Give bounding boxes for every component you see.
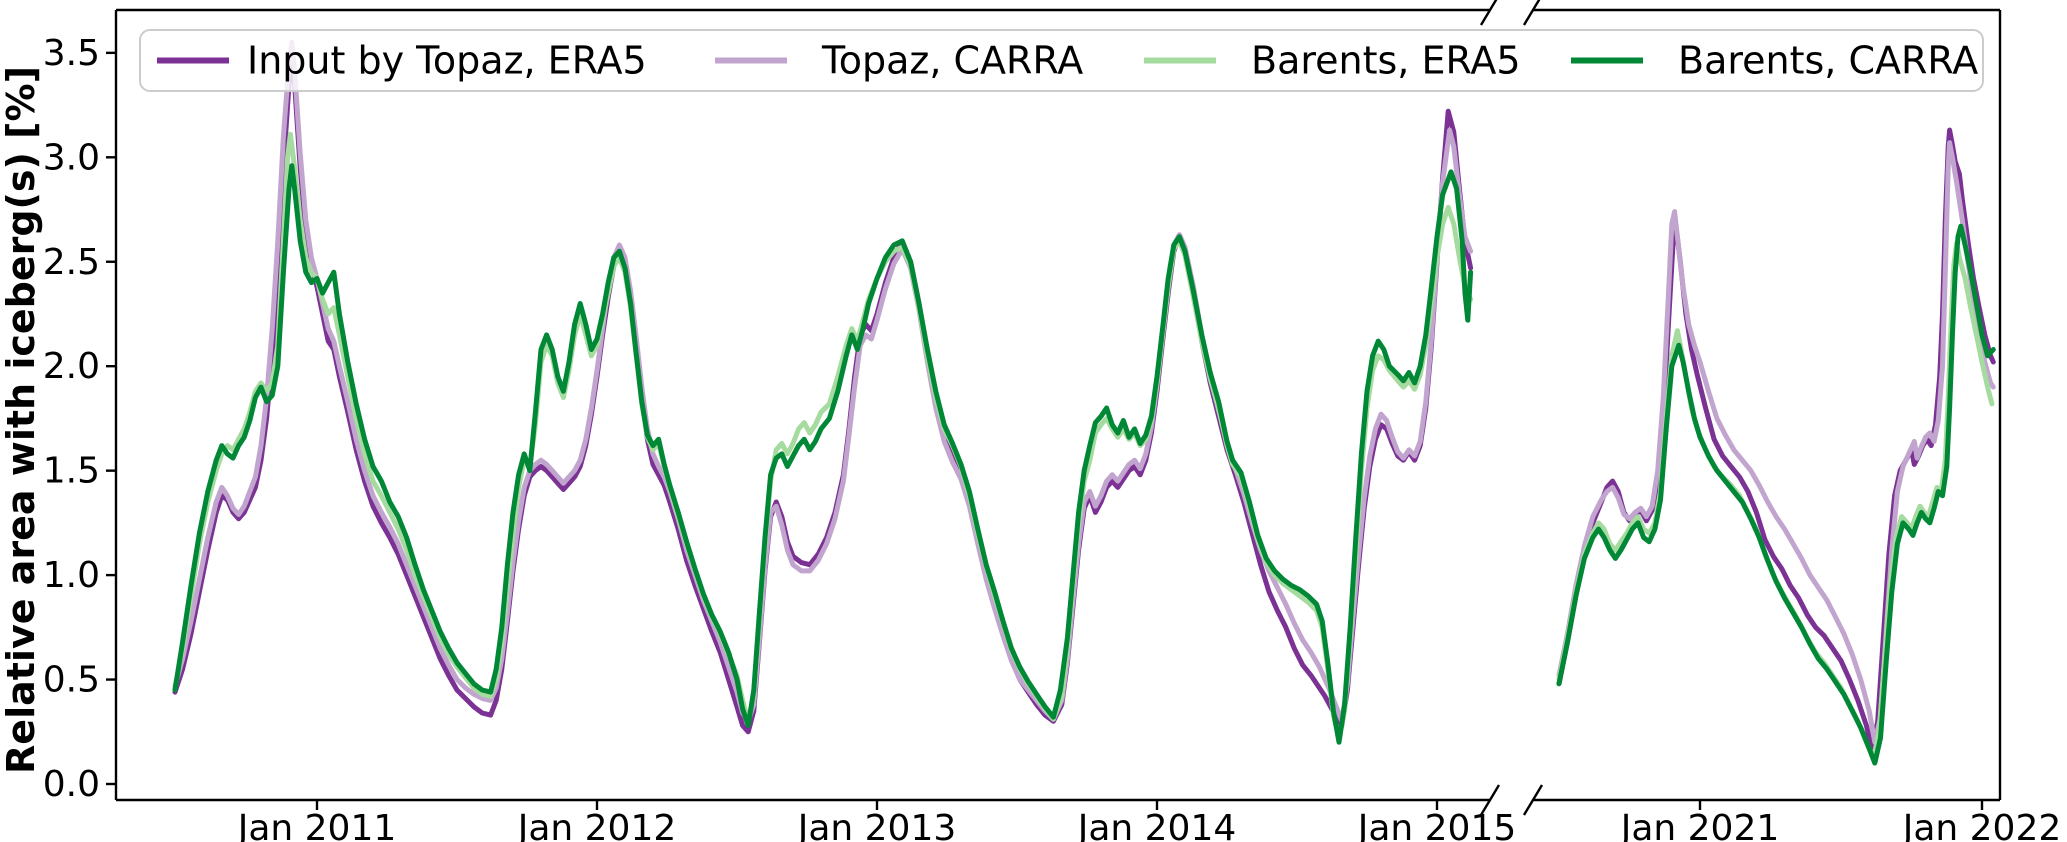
y-tick-label: 1.0 — [43, 555, 100, 596]
series-line-right-0 — [1556, 127, 1996, 754]
axis-break-slash-1 — [1522, 0, 1541, 26]
legend-label-0: Input by Topaz, ERA5 — [247, 39, 647, 83]
axes: 0.0 0.5 1.0 1.5 2.0 2.5 3.0 3.5 Jan 2011 Jan 2012… — [43, 0, 2062, 842]
legend-box — [139, 29, 1984, 92]
x-tick-label: Jan 2021 — [1619, 808, 1780, 842]
series-line-left-0 — [172, 54, 1474, 735]
legend-label-2: Barents, ERA5 — [1251, 39, 1521, 83]
x-tick-label: Jan 2022 — [1901, 808, 2062, 842]
series-line-left-3 — [172, 163, 1474, 745]
x-tick-label: Jan 2011 — [236, 808, 397, 842]
axis-break-slash-2 — [1479, 784, 1501, 816]
series-line-right-3 — [1556, 223, 1996, 766]
y-axis-title: Relative area with iceberg(s) [%] — [0, 66, 43, 774]
y-tick-label: 2.5 — [43, 242, 100, 283]
x-tick-label: Jan 2012 — [516, 808, 677, 842]
series-line-left-1 — [172, 39, 1474, 724]
legend-label-1: Topaz, CARRA — [821, 39, 1083, 83]
series-line-right-1 — [1556, 140, 1996, 745]
y-tick-label: 3.0 — [43, 137, 100, 178]
y-tick-label: 0.0 — [43, 764, 100, 805]
y-tick-label: 0.5 — [43, 660, 100, 701]
axis-break-slash-0 — [1479, 0, 1498, 26]
legend: Input by Topaz, ERA5 Topaz, CARRA Barents,… — [139, 29, 1984, 92]
x-tick-label: Jan 2015 — [1356, 808, 1517, 842]
y-tick-label: 2.0 — [43, 346, 100, 387]
x-tick-label: Jan 2013 — [796, 808, 957, 842]
legend-label-3: Barents, CARRA — [1678, 39, 1978, 83]
series-line-right-2 — [1556, 240, 1995, 762]
y-tick-label: 1.5 — [43, 451, 100, 492]
y-tick-label: 3.5 — [43, 33, 100, 74]
axis-break-slash-3 — [1522, 784, 1544, 816]
series-lines — [172, 39, 1996, 766]
series-line-left-2 — [172, 131, 1474, 741]
x-tick-label: Jan 2014 — [1076, 808, 1237, 842]
